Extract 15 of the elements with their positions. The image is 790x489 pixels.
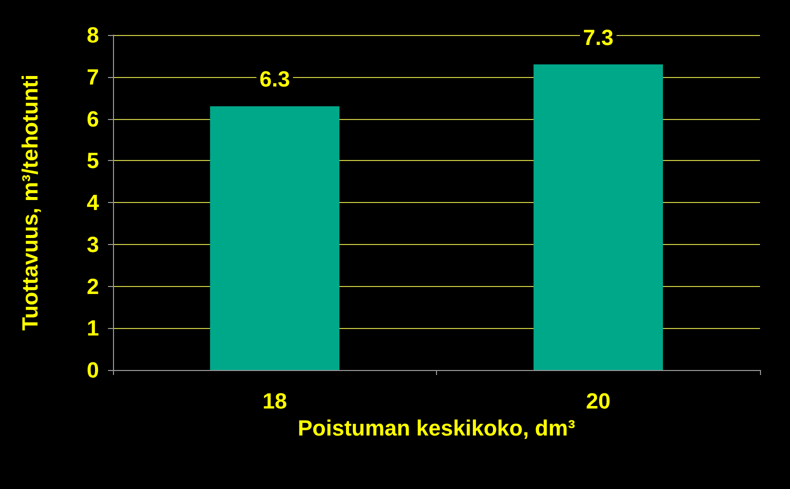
y-tick-label: 4 [86,190,100,215]
x-tick-label: 18 [262,388,287,414]
y-tick-label: 1 [86,316,99,341]
data-label: 6.3 [259,66,290,92]
y-tick-label: 5 [86,148,99,174]
y-tick-label: 2 [86,274,99,299]
y-tick-label: 7 [86,64,99,90]
x-tick-label: 20 [586,388,610,414]
x-axis-title: Poistuman keskikoko, dm³ [298,415,576,440]
y-axis-title: Tuottavuus, m³/tehotunti [18,74,42,331]
y-tick-label: 3 [86,232,99,257]
data-label: 7.3 [582,24,614,50]
y-tick-label: 6 [86,106,99,132]
y-tick-label: 8 [86,22,99,48]
y-tick-label: 0 [86,358,99,382]
